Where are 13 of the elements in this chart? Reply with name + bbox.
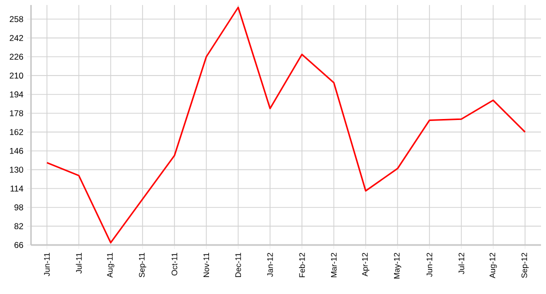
y-tick-label: 146 <box>10 148 24 154</box>
y-tick-label: 226 <box>10 54 24 60</box>
y-tick-label: 66 <box>14 242 24 248</box>
y-tick-label: 194 <box>10 91 24 98</box>
y-tick-label: 162 <box>10 129 24 136</box>
y-tick-label: 130 <box>10 166 24 173</box>
y-tick-label: 98 <box>14 204 24 210</box>
y-tick-label: 242 <box>10 34 24 41</box>
y-tick-label: 82 <box>14 223 24 230</box>
y-tick-label: 258 <box>10 16 24 22</box>
y-tick-label: 210 <box>10 72 24 79</box>
y-tick-label: 114 <box>10 186 24 192</box>
y-tick-label: 178 <box>10 110 24 116</box>
